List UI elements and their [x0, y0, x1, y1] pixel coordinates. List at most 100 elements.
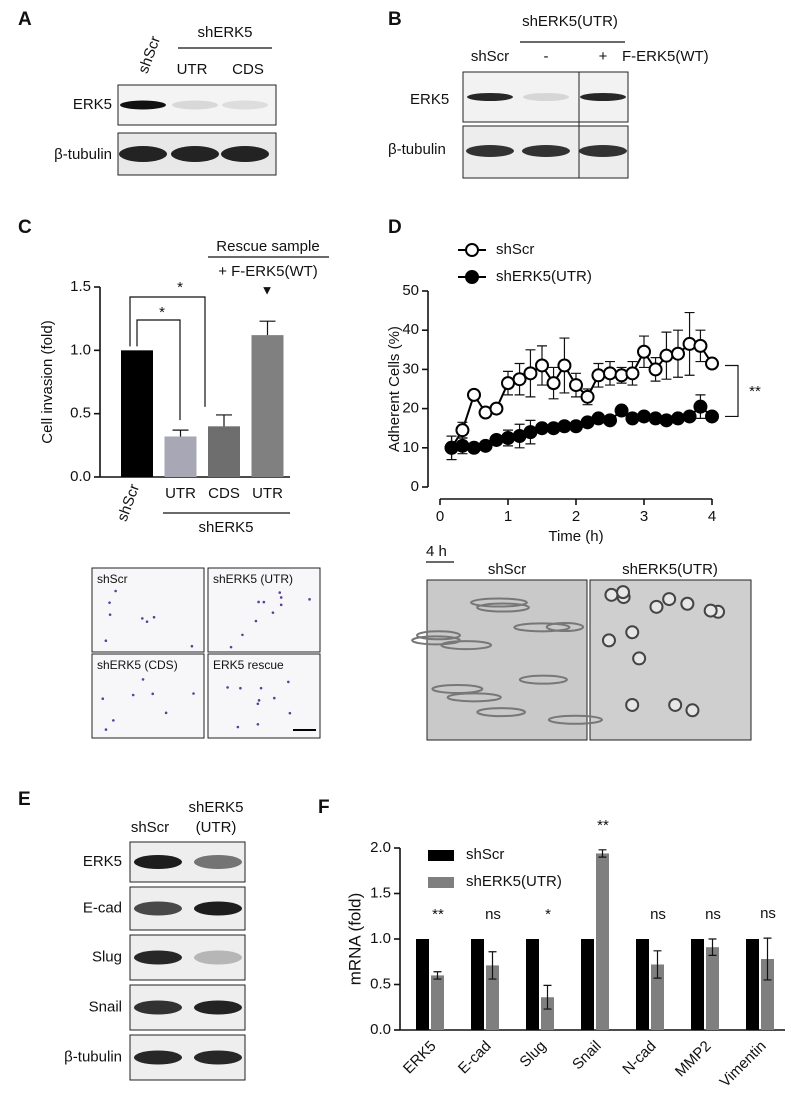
error-bar — [259, 320, 276, 336]
lane-label: - — [544, 48, 549, 65]
rescue-marker: ▼ — [261, 282, 274, 297]
bar — [581, 939, 594, 1030]
cell — [604, 587, 619, 602]
bar — [706, 947, 719, 1030]
cell-dot — [272, 696, 276, 700]
bar — [651, 964, 664, 1030]
row-label: E-cad — [83, 899, 122, 916]
band — [523, 93, 569, 101]
micrograph — [207, 567, 321, 653]
marker — [523, 425, 538, 440]
significance: ns — [760, 905, 776, 922]
cell-dot — [254, 619, 258, 623]
significance: ** — [749, 383, 761, 400]
marker — [512, 372, 527, 387]
y-tick-label: 0.5 — [370, 975, 391, 992]
bar — [526, 939, 539, 1030]
sig-bracket — [725, 364, 739, 418]
x-tick-label: 4 — [708, 508, 716, 525]
cell-dot — [229, 645, 233, 649]
band — [580, 93, 626, 101]
x-axis-label: Time (h) — [548, 528, 603, 545]
micrograph-label: ERK5 rescue — [213, 658, 284, 672]
marker — [535, 358, 549, 373]
significance: * — [159, 304, 165, 321]
marker — [637, 409, 651, 424]
cell-dot — [104, 639, 108, 643]
band — [194, 1000, 242, 1015]
marker — [648, 362, 663, 377]
y-tick-label: 1.0 — [370, 930, 391, 947]
y-tick-label: 20 — [402, 400, 419, 417]
band — [134, 950, 182, 965]
legend-label: shERK5(UTR) — [466, 873, 562, 890]
error-bar — [433, 971, 442, 980]
marker — [603, 413, 617, 428]
legend-marker — [465, 270, 479, 284]
marker — [591, 411, 606, 426]
construct-label: F-ERK5(WT) — [622, 48, 709, 65]
bar — [431, 975, 444, 1030]
y-tick-label: 0.0 — [70, 468, 91, 485]
cell — [476, 707, 527, 718]
panel-label: C — [18, 217, 32, 238]
bar — [471, 939, 484, 1030]
lane-label: shScr — [471, 48, 509, 65]
band — [134, 901, 182, 916]
marker — [467, 440, 481, 455]
x-tick-label: 0 — [436, 508, 444, 525]
marker — [580, 389, 595, 404]
y-tick-label: 2.0 — [370, 839, 391, 856]
cell-dot — [262, 600, 266, 604]
marker — [603, 366, 617, 381]
cell — [685, 703, 700, 718]
cell-dot — [257, 600, 260, 604]
cell-dot — [104, 728, 108, 731]
panel-label: F — [318, 797, 330, 818]
legend-swatch — [428, 877, 454, 888]
marker — [693, 338, 708, 353]
cell-dot — [279, 603, 283, 607]
cell-dot — [288, 711, 292, 715]
cell-dot — [131, 693, 135, 697]
row-label: β-tubulin — [388, 141, 446, 158]
sig-bracket — [129, 296, 206, 407]
band — [522, 145, 570, 157]
cell-dot — [151, 692, 155, 696]
error-bar — [708, 938, 717, 956]
legend-marker — [465, 243, 479, 257]
micrograph-label: shERK5(UTR) — [622, 561, 718, 578]
cell-dot — [101, 697, 105, 701]
marker — [705, 409, 719, 424]
cell-dot — [257, 699, 261, 702]
band — [467, 93, 513, 101]
marker — [478, 438, 493, 453]
x-tick-label: MMP2 — [672, 1038, 715, 1081]
band — [466, 145, 514, 157]
panel-label: E — [18, 789, 31, 810]
y-tick-label: 1.5 — [70, 278, 91, 295]
lane-label: CDS — [232, 61, 264, 78]
micrograph-label: shERK5 (UTR) — [213, 572, 293, 586]
marker — [637, 344, 651, 359]
cell-dot — [108, 613, 112, 616]
cell — [662, 592, 677, 607]
band — [134, 1050, 182, 1065]
marker — [489, 401, 504, 416]
cell-dot — [112, 719, 115, 722]
y-tick-label: 10 — [402, 439, 419, 456]
row-label: ERK5 — [83, 853, 122, 870]
panel-label: B — [388, 9, 402, 30]
lane-label: shERK5 — [188, 799, 243, 816]
cell-dot — [141, 617, 144, 620]
significance: ns — [650, 906, 666, 923]
lane-label: (UTR) — [196, 819, 237, 836]
legend-label: shERK5(UTR) — [496, 268, 592, 285]
x-tick-label: shScr — [114, 482, 143, 524]
bar — [416, 939, 429, 1030]
lane-group: shERK5(UTR) — [522, 13, 618, 30]
band — [221, 146, 269, 162]
marker — [659, 413, 674, 428]
significance: * — [545, 906, 551, 923]
